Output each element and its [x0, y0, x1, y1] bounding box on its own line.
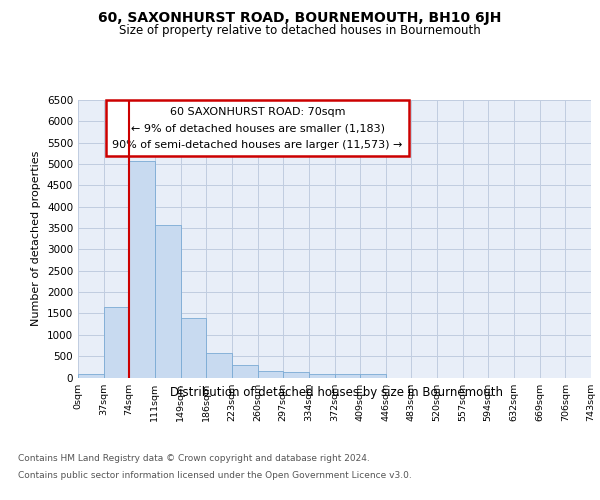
- Bar: [283, 372, 308, 378]
- Bar: [257, 371, 283, 378]
- Text: 60 SAXONHURST ROAD: 70sqm
← 9% of detached houses are smaller (1,183)
90% of sem: 60 SAXONHURST ROAD: 70sqm ← 9% of detach…: [112, 107, 403, 150]
- Text: Size of property relative to detached houses in Bournemouth: Size of property relative to detached ho…: [119, 24, 481, 37]
- Bar: [308, 374, 335, 378]
- Bar: [361, 374, 386, 378]
- Bar: [206, 353, 232, 378]
- Bar: [181, 318, 206, 378]
- Bar: [335, 374, 361, 378]
- Bar: [129, 161, 155, 378]
- Bar: [155, 225, 181, 378]
- Text: Contains public sector information licensed under the Open Government Licence v3: Contains public sector information licen…: [18, 471, 412, 480]
- Bar: [78, 374, 104, 378]
- Text: 60, SAXONHURST ROAD, BOURNEMOUTH, BH10 6JH: 60, SAXONHURST ROAD, BOURNEMOUTH, BH10 6…: [98, 11, 502, 25]
- Text: Contains HM Land Registry data © Crown copyright and database right 2024.: Contains HM Land Registry data © Crown c…: [18, 454, 370, 463]
- Text: Distribution of detached houses by size in Bournemouth: Distribution of detached houses by size …: [170, 386, 503, 399]
- Y-axis label: Number of detached properties: Number of detached properties: [31, 151, 41, 326]
- Bar: [104, 307, 129, 378]
- Bar: [232, 364, 257, 378]
